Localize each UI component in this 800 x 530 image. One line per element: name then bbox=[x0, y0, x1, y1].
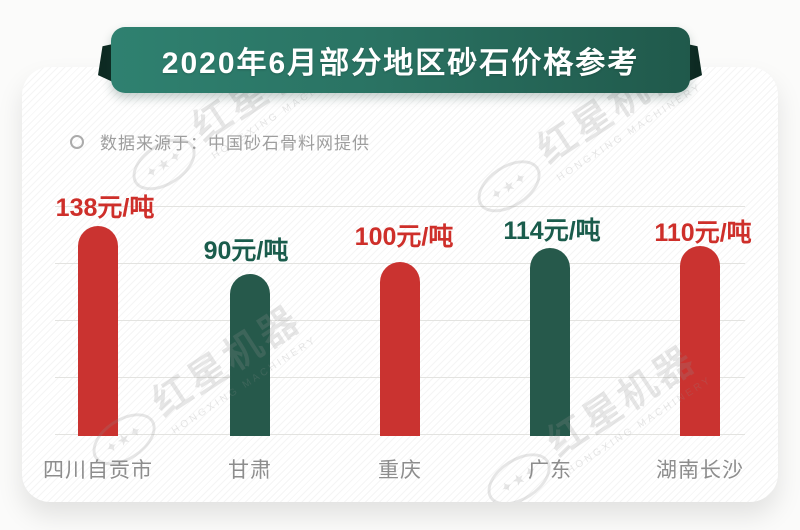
category-label-hunan: 湖南长沙 bbox=[656, 459, 744, 482]
ribbon-fold-left bbox=[98, 44, 113, 82]
data-source-row: 数据来源于：中国砂石骨料网提供 bbox=[70, 129, 370, 154]
watermark-brand-cn: 红星机器 bbox=[145, 298, 310, 425]
bar-value-label-hunan: 110元/吨 bbox=[654, 219, 752, 247]
bar-value-label-guangdong: 114元/吨 bbox=[503, 217, 601, 245]
bar-gansu bbox=[230, 274, 270, 436]
category-label-sichuan: 四川自贡市 bbox=[43, 459, 153, 482]
category-label-guangdong: 广东 bbox=[528, 459, 572, 482]
watermark-brand-en: HONGXING MACHINERY bbox=[554, 81, 705, 184]
data-source-text: 数据来源于：中国砂石骨料网提供 bbox=[100, 134, 370, 153]
chart-card: 数据来源于：中国砂石骨料网提供 138元/吨 90元/吨 100元/吨 114元… bbox=[22, 67, 778, 502]
bar-guangdong bbox=[530, 248, 570, 436]
bar-value-label-sichuan: 138元/吨 bbox=[55, 194, 155, 222]
page-title: 2020年6月部分地区砂石价格参考 bbox=[161, 47, 640, 80]
category-label-gansu: 甘肃 bbox=[228, 459, 272, 482]
gridline bbox=[55, 206, 745, 207]
title-banner: 2020年6月部分地区砂石价格参考 bbox=[111, 27, 690, 93]
circle-bullet-icon bbox=[70, 134, 84, 149]
bar-chongqing bbox=[380, 262, 420, 436]
bar-hunan-changsha bbox=[680, 246, 720, 436]
ribbon-fold-right bbox=[687, 44, 702, 82]
bar-sichuan-zigong bbox=[78, 226, 118, 436]
bar-value-label-chongqing: 100元/吨 bbox=[354, 223, 454, 251]
bar-value-label-gansu: 90元/吨 bbox=[203, 237, 289, 265]
category-label-chongqing: 重庆 bbox=[378, 459, 422, 482]
